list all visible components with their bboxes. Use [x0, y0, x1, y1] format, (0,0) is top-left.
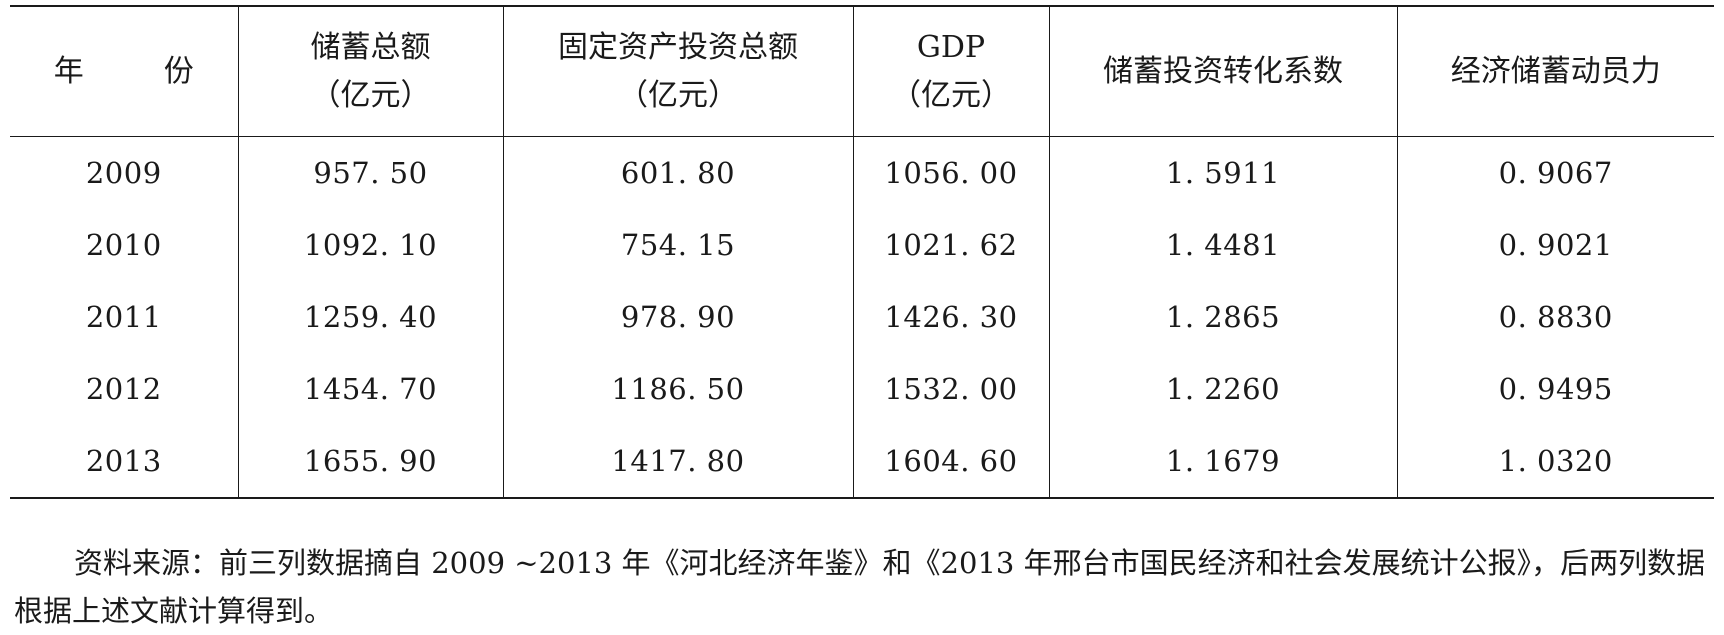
- header-gdp-unit: （亿元）: [891, 77, 1011, 113]
- cell-savings-total: 1655. 90: [237, 425, 504, 498]
- cell-mobilization-power: 0. 9495: [1396, 353, 1714, 425]
- header-fixed-investment: 固定资产投资总额 （亿元）: [502, 6, 854, 137]
- header-year-char-1: 年: [53, 53, 84, 89]
- cell-gdp: 1604. 60: [852, 425, 1050, 498]
- table-row: 2013 1655. 90 1417. 80 1604. 60 1. 1679 …: [10, 425, 1714, 498]
- cell-savings-total: 1454. 70: [237, 353, 504, 425]
- header-year: 年份: [10, 6, 239, 137]
- cell-savings-total: 1259. 40: [237, 281, 504, 353]
- cell-year: 2013: [10, 425, 239, 498]
- header-gdp-label: GDP: [916, 29, 986, 65]
- header-mobilization-power: 经济储蓄动员力: [1396, 6, 1714, 137]
- cell-mobilization-power: 0. 8830: [1396, 281, 1714, 353]
- table-row: 2010 1092. 10 754. 15 1021. 62 1. 4481 0…: [10, 209, 1714, 281]
- cell-fixed-investment: 754. 15: [502, 209, 854, 281]
- table-row: 2009 957. 50 601. 80 1056. 00 1. 5911 0.…: [10, 136, 1714, 209]
- cell-gdp: 1426. 30: [852, 281, 1050, 353]
- data-table: 年份 储蓄总额 （亿元） 固定资产投资总额 （亿元） GDP （亿元） 储蓄投资…: [10, 5, 1714, 499]
- cell-savings-total: 1092. 10: [237, 209, 504, 281]
- data-table-container: 年份 储蓄总额 （亿元） 固定资产投资总额 （亿元） GDP （亿元） 储蓄投资…: [10, 5, 1714, 499]
- cell-conversion-coefficient: 1. 2865: [1048, 281, 1398, 353]
- cell-fixed-investment: 1186. 50: [502, 353, 854, 425]
- cell-fixed-investment: 1417. 80: [502, 425, 854, 498]
- header-fixed-investment-label: 固定资产投资总额: [558, 29, 798, 65]
- header-year-char-2: 份: [163, 53, 194, 89]
- cell-mobilization-power: 0. 9067: [1396, 136, 1714, 209]
- cell-conversion-coefficient: 1. 5911: [1048, 136, 1398, 209]
- cell-gdp: 1056. 00: [852, 136, 1050, 209]
- header-conversion-coefficient-label: 储蓄投资转化系数: [1103, 53, 1343, 89]
- header-gdp: GDP （亿元）: [852, 6, 1050, 137]
- header-savings-total-label: 储蓄总额: [310, 29, 431, 65]
- source-note: 资料来源：前三列数据摘自 2009 ~2013 年《河北经济年鉴》和《2013 …: [14, 546, 1706, 628]
- cell-year: 2009: [10, 136, 239, 209]
- header-conversion-coefficient: 储蓄投资转化系数: [1048, 6, 1398, 137]
- cell-mobilization-power: 0. 9021: [1396, 209, 1714, 281]
- cell-conversion-coefficient: 1. 2260: [1048, 353, 1398, 425]
- cell-gdp: 1021. 62: [852, 209, 1050, 281]
- header-mobilization-power-label: 经济储蓄动员力: [1450, 53, 1661, 89]
- table-row: 2012 1454. 70 1186. 50 1532. 00 1. 2260 …: [10, 353, 1714, 425]
- header-fixed-investment-unit: （亿元）: [618, 77, 738, 113]
- table-header-row: 年份 储蓄总额 （亿元） 固定资产投资总额 （亿元） GDP （亿元） 储蓄投资…: [10, 6, 1714, 137]
- cell-mobilization-power: 1. 0320: [1396, 425, 1714, 498]
- cell-savings-total: 957. 50: [237, 136, 504, 209]
- cell-year: 2011: [10, 281, 239, 353]
- cell-conversion-coefficient: 1. 4481: [1048, 209, 1398, 281]
- table-row: 2011 1259. 40 978. 90 1426. 30 1. 2865 0…: [10, 281, 1714, 353]
- header-savings-total: 储蓄总额 （亿元）: [237, 6, 504, 137]
- cell-year: 2012: [10, 353, 239, 425]
- cell-fixed-investment: 601. 80: [502, 136, 854, 209]
- cell-conversion-coefficient: 1. 1679: [1048, 425, 1398, 498]
- cell-gdp: 1532. 00: [852, 353, 1050, 425]
- cell-year: 2010: [10, 209, 239, 281]
- header-savings-total-unit: （亿元）: [310, 77, 431, 113]
- cell-fixed-investment: 978. 90: [502, 281, 854, 353]
